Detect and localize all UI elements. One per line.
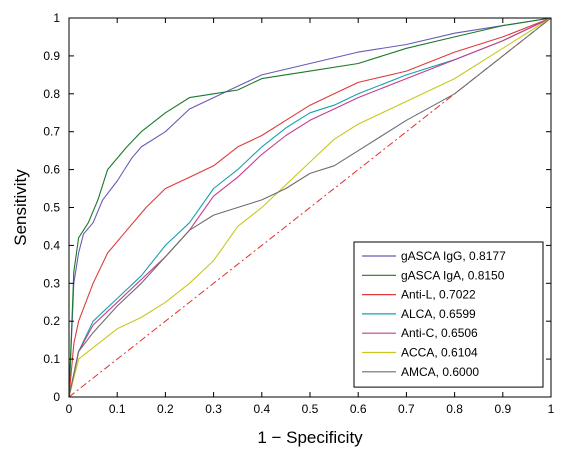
x-tick-label: 0.4 [253, 402, 270, 416]
series-layer [68, 17, 552, 398]
y-tick-label: 0.6 [43, 163, 60, 177]
series-line-1 [68, 17, 552, 398]
y-tick-label: 0.2 [43, 314, 60, 328]
series-line-3 [68, 17, 552, 398]
y-tick-label: 0.4 [43, 238, 60, 252]
x-tick-label: 1 [548, 402, 555, 416]
x-axis-title: 1 − Specificity [257, 428, 363, 447]
x-tick-label: 0.8 [446, 402, 463, 416]
legend-label: Anti-L, 0.7022 [401, 288, 476, 302]
legend-label: gASCA IgG, 0.8177 [401, 249, 506, 263]
y-axis-title: Sensitivity [11, 169, 30, 246]
legend: gASCA IgG, 0.8177 gASCA IgA, 0.8150 Anti-L… [353, 241, 544, 388]
series-line-4 [68, 17, 552, 398]
x-tick-label: 0.7 [398, 402, 415, 416]
x-tick-label: 0.3 [205, 402, 222, 416]
legend-label: gASCA IgA, 0.8150 [401, 268, 505, 282]
x-tick-label: 0.2 [157, 402, 174, 416]
y-tick-label: 0.1 [43, 352, 60, 366]
y-tick-label: 0.3 [43, 276, 60, 290]
x-tick-label: 0.5 [302, 402, 319, 416]
legend-box [353, 241, 544, 388]
x-tick-label: 0.9 [494, 402, 511, 416]
legend-label: AMCA, 0.6000 [401, 365, 479, 379]
ticks-layer: 0 0.1 0.2 0.3 0.4 0.5 0.6 0.7 0.8 0.9 1 0 0.1 0.2 0.3 0… [43, 11, 554, 416]
y-tick-label: 0.5 [43, 201, 60, 215]
legend-label: ACCA, 0.6104 [401, 346, 478, 360]
y-tick-label: 0 [53, 390, 60, 404]
legend-label: ALCA, 0.6599 [401, 307, 476, 321]
y-tick-label: 0.9 [43, 49, 60, 63]
y-tick-label: 0.8 [43, 87, 60, 101]
legend-label: Anti-C, 0.6506 [401, 326, 478, 340]
series-line-5 [68, 17, 552, 398]
x-tick-label: 0.1 [109, 402, 126, 416]
series-line-6 [68, 17, 552, 398]
x-tick-label: 0.6 [350, 402, 367, 416]
series-line-7 [68, 17, 552, 398]
x-tick-label: 0 [66, 402, 73, 416]
y-tick-label: 0.7 [43, 125, 60, 139]
y-tick-label: 1 [53, 11, 60, 25]
series-line-2 [68, 17, 552, 398]
